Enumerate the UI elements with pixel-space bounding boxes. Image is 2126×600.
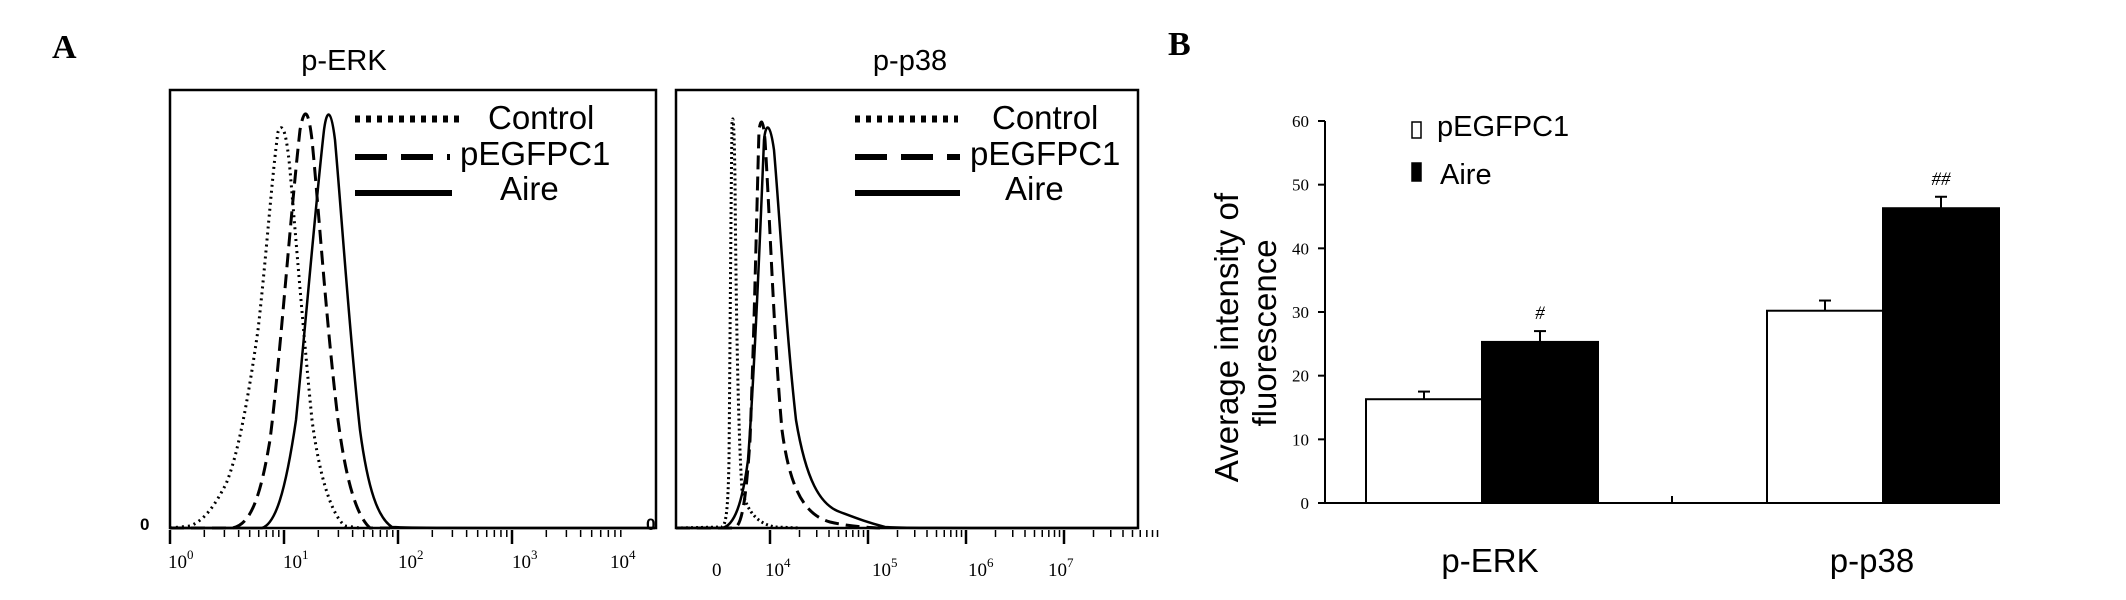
- x-tick-label: 104: [765, 555, 791, 581]
- x-tick-label: 103: [512, 547, 538, 573]
- y-tick-label: 10: [1292, 430, 1309, 449]
- x-category-label: p-ERK: [1441, 542, 1538, 579]
- y-tick-label: 30: [1292, 303, 1309, 322]
- legend-aire-label-b: Aire: [1440, 159, 1492, 191]
- histogram-p-erk-aire-curve: [170, 113, 656, 530]
- bar-chart-bars: ###: [1365, 169, 2000, 504]
- x-tick-labels-p-p38: 0 104 105 106 107: [712, 555, 1074, 581]
- legend-pegfpc1-swatch-b: [1411, 121, 1422, 139]
- bar-chart: Average intensity of fluorescence 0 10 20 3…: [1208, 111, 2000, 579]
- y-tick-label: 50: [1292, 176, 1309, 195]
- histogram-p-p38-aire-curve: [676, 126, 1138, 530]
- histogram-p-p38: p-p38 0 Control pEGFPC1 Aire: [646, 45, 1159, 544]
- x-tick-label: 104: [610, 547, 636, 573]
- legend-pegfpc1-label-b: pEGFPC1: [1437, 111, 1569, 143]
- histogram-p-erk-legend: Control pEGFPC1 Aire: [355, 99, 610, 207]
- significance-marker: ##: [1932, 169, 1952, 190]
- x-tick-labels-p-erk: 100 101 102 103 104: [168, 547, 636, 573]
- legend-aire-label: Aire: [500, 170, 559, 207]
- histogram-p-erk-title: p-ERK: [301, 45, 387, 77]
- bar-chart-legend: pEGFPC1 Aire: [1411, 111, 1569, 191]
- y-label-line-1: Average intensity of: [1208, 192, 1245, 482]
- y-tick-label: 60: [1292, 112, 1309, 131]
- histogram-p-p38-legend: Control pEGFPC1 Aire: [855, 99, 1120, 207]
- panel-b-letter: B: [1168, 26, 1191, 63]
- histogram-p-p38-control-curve: [675, 117, 801, 530]
- histogram-p-erk-pegfpc1-curve: [170, 112, 390, 530]
- histogram-p-p38-pegfpc1-curve: [676, 120, 881, 530]
- histogram-p-p38-title: p-p38: [873, 45, 947, 77]
- y-tick-label: 40: [1292, 239, 1309, 258]
- legend-aire-label-2: Aire: [1005, 170, 1064, 207]
- bar-pegfpc1-p-erk: [1365, 398, 1483, 504]
- x-tick-label: 100: [168, 547, 194, 573]
- legend-control-label: Control: [488, 99, 594, 136]
- legend-pegfpc1-label-2: pEGFPC1: [970, 135, 1120, 172]
- y-tick-label: 0: [1301, 494, 1310, 513]
- histogram-p-erk: p-ERK 0 Control pEGFPC1 Aire: [140, 45, 658, 544]
- bar-chart-y-ticks: 0 10 20 30 40 50 60: [1292, 112, 1325, 513]
- x-tick-label: 0: [712, 560, 722, 581]
- histogram-p-p38-zero-label: 0: [646, 515, 655, 534]
- x-tick-label: 105: [872, 555, 898, 581]
- y-label-line-2: fluorescence: [1246, 239, 1283, 426]
- x-tick-label: 102: [398, 547, 424, 573]
- x-tick-label: 101: [283, 547, 309, 573]
- histogram-p-erk-minor-ticks: [168, 530, 622, 544]
- histogram-p-erk-zero-label: 0: [140, 515, 149, 534]
- bar-pegfpc1-p-p38: [1766, 309, 1884, 504]
- legend-aire-swatch-b: [1411, 162, 1422, 182]
- significance-marker: #: [1535, 303, 1545, 324]
- histogram-p-p38-x-axis: [768, 530, 1159, 544]
- legend-control-label-2: Control: [992, 99, 1098, 136]
- histogram-p-erk-control-curve: [169, 126, 361, 530]
- bar-aire-p-p38: [1882, 207, 2000, 504]
- x-tick-label: 106: [968, 555, 994, 581]
- legend-pegfpc1-label: pEGFPC1: [460, 135, 610, 172]
- x-tick-label: 107: [1048, 555, 1074, 581]
- histogram-p-p38-minor-ticks: [768, 530, 1159, 544]
- bar-aire-p-erk: [1481, 340, 1599, 504]
- y-tick-label: 20: [1292, 367, 1309, 386]
- bar-chart-y-label: Average intensity of fluorescence: [1208, 184, 1283, 482]
- panel-a-letter: A: [52, 29, 77, 66]
- histogram-p-erk-x-axis: [168, 530, 622, 544]
- x-category-label: p-p38: [1830, 542, 1914, 579]
